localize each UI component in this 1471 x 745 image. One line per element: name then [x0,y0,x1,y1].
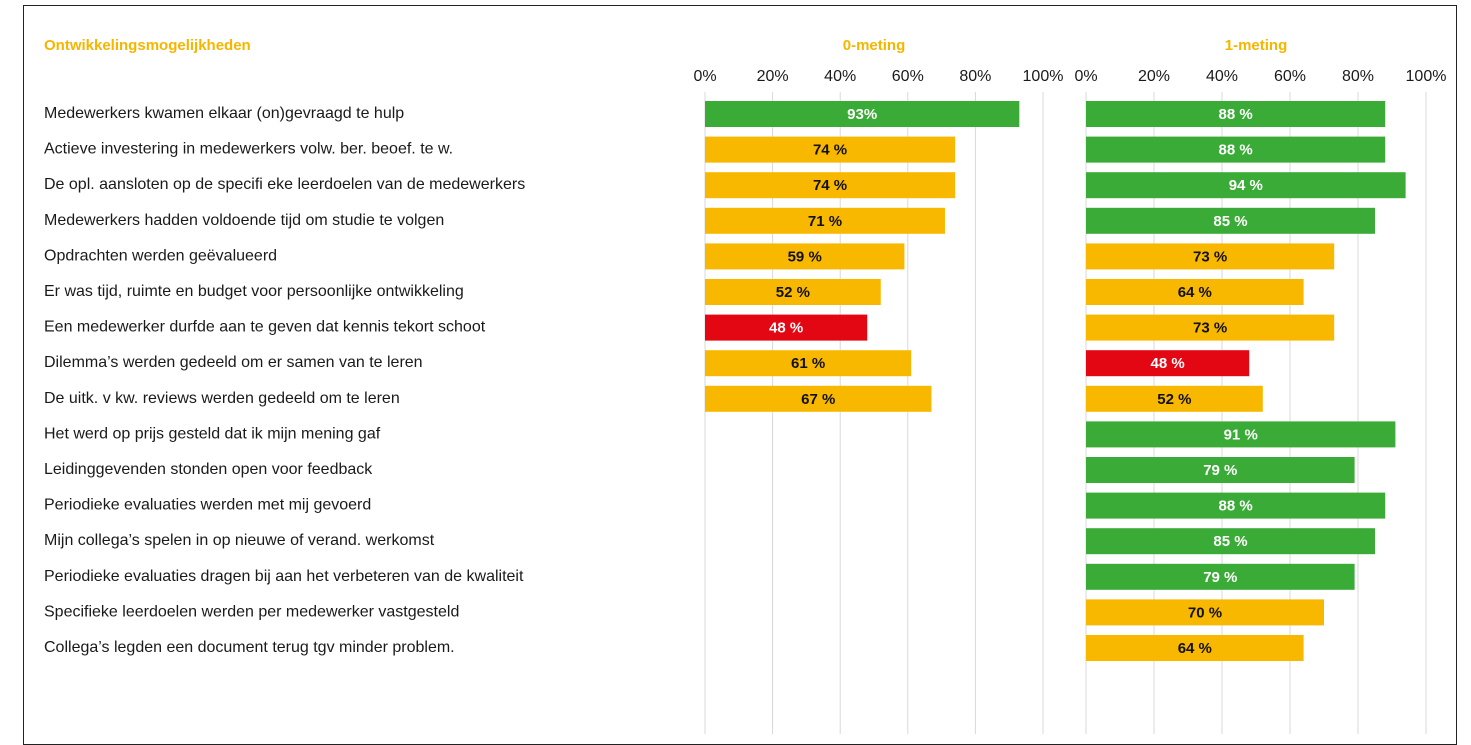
bar-data-label: 74 % [813,142,847,159]
row-label: Periodieke evaluaties werden met mij gev… [44,497,371,514]
row-label: Periodieke evaluaties dragen bij aan het… [44,568,524,585]
bar-data-label: 52 % [1157,391,1191,408]
bar-data-label: 52 % [776,284,810,301]
bar-data-label: 48 % [1150,355,1184,372]
row-label: Leidinggevenden stonden open voor feedba… [44,461,373,478]
bar [705,136,956,163]
row-label: De uitk. v kw. reviews werden gedeeld om… [44,390,400,407]
bar-data-label: 48 % [769,320,803,337]
bar [1086,279,1304,305]
x-tick-label: 80% [1342,68,1374,85]
panel-1-meting: 1-meting 0% 20% 40% 60% 80% 100% 88 % 88 % 94 % 85… [1074,37,1446,734]
x-tick-label: 100% [1406,68,1447,85]
panel-title: 0-meting [843,37,906,54]
row-label: Mijn collega’s spelen in op nieuwe of ve… [44,532,435,549]
bar [1086,207,1375,234]
bar-data-label: 88 % [1218,142,1252,159]
bar-data-label: 85 % [1213,533,1247,550]
row-label: Collega’s legden een document terug tgv … [44,639,455,656]
x-tick-label: 20% [757,68,789,85]
x-tick-label: 0% [1074,68,1097,85]
x-tick-label: 60% [892,68,924,85]
panel-0-meting: 0-meting 0% 20% 40% 60% 80% 100% 93% 74 % 74 % 71 … [693,37,1063,734]
bar [1086,635,1304,661]
row-label: Medewerkers hadden voldoende tijd om stu… [44,212,444,229]
x-tick-label: 60% [1274,68,1306,85]
bar [1086,314,1335,341]
bar [1086,243,1335,270]
x-tick-label: 40% [1206,68,1238,85]
bar-data-label: 74 % [813,177,847,194]
bar [705,172,956,199]
bar [705,279,881,305]
bar-data-label: 93% [847,106,877,123]
row-label: Een medewerker durfde aan te geven dat k… [44,319,486,336]
bar-data-label: 91 % [1224,426,1258,443]
bar-data-label: 79 % [1203,569,1237,586]
bar [1086,136,1386,163]
bar-data-label: 85 % [1213,213,1247,230]
row-label: De opl. aansloten op de specifi eke leer… [44,176,525,193]
bar [1086,385,1263,412]
row-label: Actieve investering in medewerkers volw.… [44,141,453,158]
bar [705,350,912,377]
bar [1086,421,1396,448]
row-label: Specifieke leerdoelen werden per medewer… [44,603,459,620]
bar-data-label: 73 % [1193,248,1227,265]
bar-data-label: 73 % [1193,320,1227,337]
bar [1086,101,1386,127]
row-label: Dilemma’s werden gedeeld om er samen van… [44,354,423,371]
x-tick-label: 20% [1138,68,1170,85]
bar [1086,350,1250,377]
bar-data-label: 88 % [1218,498,1252,515]
row-label: Opdrachten werden geëvalueerd [44,247,277,264]
bar [705,101,1020,127]
bar-data-label: 79 % [1203,462,1237,479]
section-title: Ontwikkelingsmogelijkheden [44,37,251,54]
x-tick-label: 100% [1023,68,1064,85]
row-labels: Medewerkers kwamen elkaar (on)gevraagd t… [44,105,525,656]
bar [705,314,868,341]
bar-data-label: 70 % [1188,604,1222,621]
bar-data-label: 71 % [808,213,842,230]
bar-data-label: 88 % [1218,106,1252,123]
row-label: Het werd op prijs gesteld dat ik mijn me… [44,425,381,442]
bar-data-label: 64 % [1178,640,1212,657]
bar [1086,563,1355,590]
bar [705,385,932,412]
bar-data-label: 67 % [801,391,835,408]
row-label: Medewerkers kwamen elkaar (on)gevraagd t… [44,105,404,122]
panel-title: 1-meting [1225,37,1288,54]
bar [1086,492,1386,519]
x-tick-label: 80% [959,68,991,85]
bar-data-label: 94 % [1229,177,1263,194]
bar [705,207,945,234]
row-label: Er was tijd, ruimte en budget voor perso… [44,283,464,300]
bar [705,243,905,270]
bar-data-label: 64 % [1178,284,1212,301]
bar [1086,172,1406,199]
bar [1086,599,1324,626]
x-tick-label: 0% [693,68,716,85]
bar-data-label: 61 % [791,355,825,372]
bar [1086,528,1375,555]
bar-data-label: 59 % [788,248,822,265]
x-tick-label: 40% [824,68,856,85]
bar [1086,457,1355,483]
